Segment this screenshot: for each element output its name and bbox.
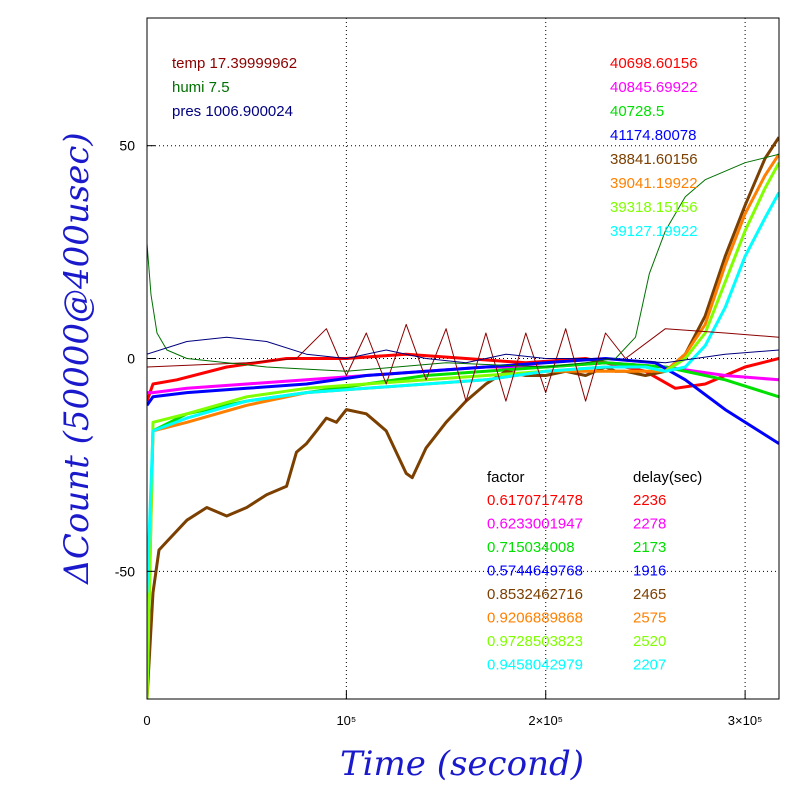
x-tick-label: 10⁵ — [336, 713, 356, 728]
annotations: temp 17.39999962 humi 7.5 pres 1006.900024… — [172, 55, 702, 674]
factor-value: 0.8532462716 — [487, 586, 583, 603]
series-line-39041-19922 — [147, 153, 779, 699]
y-tick-label: -50 — [115, 563, 135, 579]
delay-value: 2236 — [633, 492, 666, 509]
series-legend-label: 40845.69922 — [610, 79, 698, 96]
factor-value: 0.5744649768 — [487, 563, 583, 580]
factor-value: 0.6233001947 — [487, 516, 583, 533]
factor-value: 0.9728503823 — [487, 633, 583, 650]
series-legend-label: 39318.15156 — [610, 199, 698, 216]
env-reading-label: pres 1006.900024 — [172, 103, 293, 120]
series-line-39318-15156 — [147, 161, 779, 699]
delay-value: 1916 — [633, 563, 666, 580]
x-tick-label: 2×10⁵ — [528, 713, 563, 728]
factor-header: factor — [487, 469, 525, 486]
delay-value: 2207 — [633, 657, 666, 674]
y-tick-label: 0 — [127, 351, 135, 367]
series-line-temp — [147, 323, 779, 402]
series-legend-label: 40728.5 — [610, 103, 664, 120]
series-line-38841-60156 — [147, 136, 779, 699]
ticks: 0 10⁵ 2×10⁵ 3×10⁵ 50 0 -50 — [115, 138, 763, 728]
x-tick-label: 3×10⁵ — [728, 713, 763, 728]
x-tick-label: 0 — [143, 713, 150, 728]
y-tick-label: 50 — [119, 138, 135, 154]
series-line-41174-80078 — [147, 357, 779, 445]
series-legend-label: 40698.60156 — [610, 55, 698, 72]
env-reading-label: temp 17.39999962 — [172, 55, 297, 72]
x-axis-label: Time (second) — [340, 744, 584, 784]
delay-value: 2520 — [633, 633, 666, 650]
series-line-39127-19922 — [147, 191, 779, 593]
factor-value: 0.9206889868 — [487, 610, 583, 627]
series-legend-label: 41174.80078 — [610, 127, 696, 144]
factor-value: 0.9458042979 — [487, 657, 583, 674]
delay-value: 2173 — [633, 539, 666, 556]
delay-header: delay(sec) — [633, 469, 702, 486]
series-legend-label: 38841.60156 — [610, 151, 698, 168]
series-line-humi — [147, 153, 779, 372]
delay-value: 2465 — [633, 586, 666, 603]
delay-value: 2278 — [633, 516, 666, 533]
series-legend-label: 39127.19922 — [610, 223, 698, 240]
y-axis-label: ΔCount (50000@400usec) — [57, 132, 97, 585]
series-line-pres — [147, 336, 779, 364]
factor-value: 0.6170717478 — [487, 492, 583, 509]
series-layer — [147, 136, 779, 699]
factor-value: 0.715034008 — [487, 539, 575, 556]
delay-value: 2575 — [633, 610, 666, 627]
series-legend-label: 39041.19922 — [610, 175, 698, 192]
env-reading-label: humi 7.5 — [172, 79, 230, 96]
